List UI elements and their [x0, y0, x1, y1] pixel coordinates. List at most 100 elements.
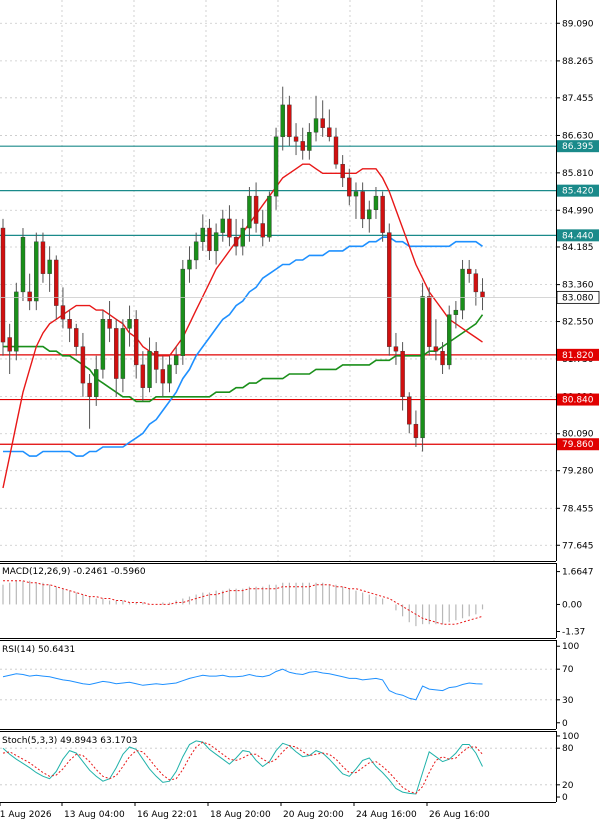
candle-body: [253, 195, 259, 224]
x-axis: 11 Aug 2026 13 Aug 04:00 16 Aug 22:01 18 Au…: [0, 802, 490, 820]
candle: [287, 95, 292, 146]
candle-body: [213, 232, 219, 252]
y-tick-label: 84.990: [562, 206, 594, 216]
candle-body: [107, 319, 112, 329]
candle: [107, 301, 112, 343]
rsi-y-tick-label: 100: [562, 642, 579, 652]
candle: [327, 109, 332, 142]
candle: [80, 332, 86, 397]
candle: [140, 351, 146, 402]
candle: [7, 323, 12, 374]
level-label: 80.840: [562, 396, 594, 406]
candle-body: [420, 296, 425, 439]
macd-y-tick-label: 0.00: [562, 600, 582, 610]
y-tick-label: 77.645: [562, 541, 594, 551]
candle-body: [260, 223, 265, 238]
level-label: 84.440: [562, 231, 594, 241]
candle-body: [353, 191, 359, 197]
level-tag: [557, 140, 599, 153]
x-tick-label: 20 Aug 20:00: [283, 810, 344, 820]
x-tick-label: 24 Aug 16:00: [356, 810, 417, 820]
candle-body: [453, 309, 459, 315]
candle: [120, 319, 126, 393]
candle: [320, 100, 325, 137]
candle: [47, 246, 52, 292]
y-tick-label: 88.265: [562, 57, 594, 67]
candle-body: [147, 350, 152, 388]
price-levels: 86.395 85.420 84.440 81.820 80.840 79.860: [0, 140, 599, 451]
candle-body: [267, 195, 272, 238]
candle-body: [293, 136, 299, 142]
candle-body: [14, 291, 19, 352]
candle: [167, 355, 172, 393]
candle-body: [287, 104, 292, 138]
candle: [367, 200, 372, 233]
candle: [34, 232, 39, 311]
candle-body: [220, 218, 225, 233]
price-y-axis: 89.090 88.265 87.455 86.630 85.810 84.990 84.1…: [556, 19, 594, 551]
macd-y-tick-label: -1.37: [562, 627, 585, 637]
candle: [273, 127, 279, 210]
candle-body: [227, 218, 232, 238]
candle-body: [133, 319, 139, 366]
candle: [460, 259, 465, 320]
candle: [427, 287, 432, 356]
stoch-y-tick-label: 80: [562, 744, 574, 754]
x-tick-label: 13 Aug 04:00: [64, 810, 125, 820]
candle-body: [273, 136, 279, 197]
current-price-tag: [556, 290, 600, 304]
candle-body: [433, 346, 439, 352]
candle: [453, 301, 459, 329]
candle-body: [47, 259, 52, 274]
candle-body: [307, 132, 312, 151]
candle: [360, 182, 365, 229]
level-label: 85.420: [562, 187, 594, 197]
candle: [60, 287, 66, 329]
candle-body: [467, 268, 472, 274]
stoch-y-axis: 100 80 20 0: [556, 732, 579, 803]
x-tick-label: 16 Aug 22:01: [137, 810, 198, 820]
y-tick-label: 79.280: [562, 467, 594, 477]
candle: [473, 269, 479, 306]
candle-body: [373, 195, 379, 211]
candle-body: [160, 369, 166, 384]
y-tick-label: 78.455: [562, 504, 594, 514]
candle: [20, 228, 26, 302]
y-tick-label: 84.185: [562, 243, 594, 253]
candle-body: [360, 191, 365, 220]
candle-body: [34, 241, 39, 302]
x-tick-label: 18 Aug 20:00: [210, 810, 271, 820]
candle-body: [480, 291, 485, 298]
candle: [54, 255, 59, 320]
candle-body: [140, 364, 146, 388]
price-panel: 89.090 88.265 87.455 86.630 85.810 84.990 84.1…: [0, 0, 600, 562]
macd-y-tick-label: 1.6647: [562, 568, 594, 578]
moving-average-blue: [3, 236, 483, 457]
candle: [187, 246, 192, 283]
candle-body: [427, 296, 432, 347]
candle-body: [240, 227, 245, 247]
candle: [247, 187, 252, 242]
candle-body: [180, 268, 186, 356]
candle: [193, 232, 199, 270]
candle: [420, 282, 425, 452]
candle-body: [367, 209, 372, 220]
candle-body: [20, 236, 26, 293]
candle-body: [280, 104, 285, 138]
candle: [220, 209, 225, 242]
y-tick-label: 87.455: [562, 94, 594, 104]
candle: [387, 223, 392, 356]
stoch-y-tick-label: 100: [562, 732, 579, 742]
level-tag: [557, 393, 599, 406]
y-tick-label: 82.550: [562, 318, 594, 328]
candle-body: [233, 236, 239, 247]
candle-body: [153, 350, 159, 370]
candle-body: [327, 127, 332, 138]
candle-body: [333, 136, 339, 165]
candle-body: [193, 241, 199, 261]
macd-y-axis: 1.6647 0.00 -1.37: [556, 568, 594, 637]
candle: [133, 310, 139, 379]
level-tag: [557, 229, 599, 242]
candle: [173, 346, 179, 374]
candle-body: [80, 346, 86, 384]
